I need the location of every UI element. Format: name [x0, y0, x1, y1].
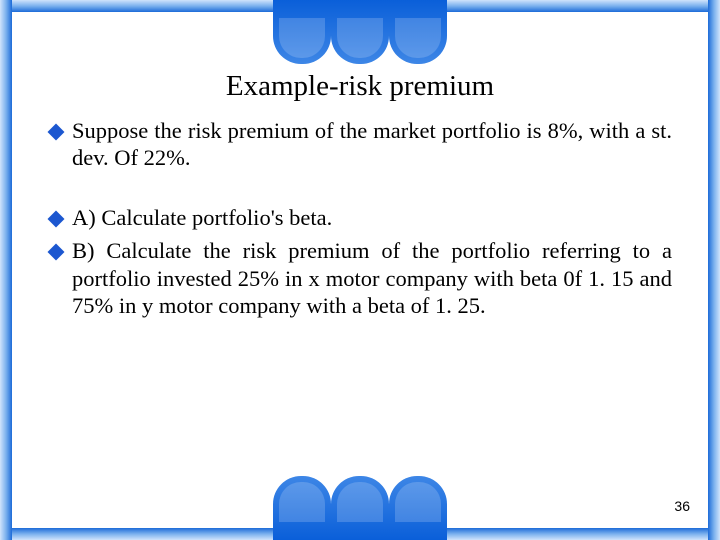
diamond-bullet-icon	[48, 244, 65, 261]
frame-tab	[389, 0, 447, 64]
frame-tab	[331, 0, 389, 64]
slide-title: Example-risk premium	[48, 70, 672, 103]
frame-tab	[331, 476, 389, 540]
frame-bar-left	[0, 0, 12, 540]
bullet-gap	[48, 178, 672, 204]
bullet-item: A) Calculate portfolio's beta.	[48, 204, 672, 231]
page-number: 36	[674, 498, 690, 514]
bullet-text: A) Calculate portfolio's beta.	[72, 204, 672, 231]
frame-tab	[273, 476, 331, 540]
diamond-bullet-icon	[48, 124, 65, 141]
bullet-text: Suppose the risk premium of the market p…	[72, 117, 672, 172]
slide-content: Example-risk premium Suppose the risk pr…	[48, 70, 672, 480]
frame-tab	[389, 476, 447, 540]
frame-tab	[273, 0, 331, 64]
frame-tabs-bottom	[0, 476, 720, 540]
diamond-bullet-icon	[48, 210, 65, 227]
bullet-text: B) Calculate the risk premium of the por…	[72, 237, 672, 319]
bullet-list: Suppose the risk premium of the market p…	[48, 117, 672, 320]
frame-tabs-top	[0, 0, 720, 64]
frame-bar-right	[708, 0, 720, 540]
bullet-item: Suppose the risk premium of the market p…	[48, 117, 672, 172]
bullet-item: B) Calculate the risk premium of the por…	[48, 237, 672, 319]
